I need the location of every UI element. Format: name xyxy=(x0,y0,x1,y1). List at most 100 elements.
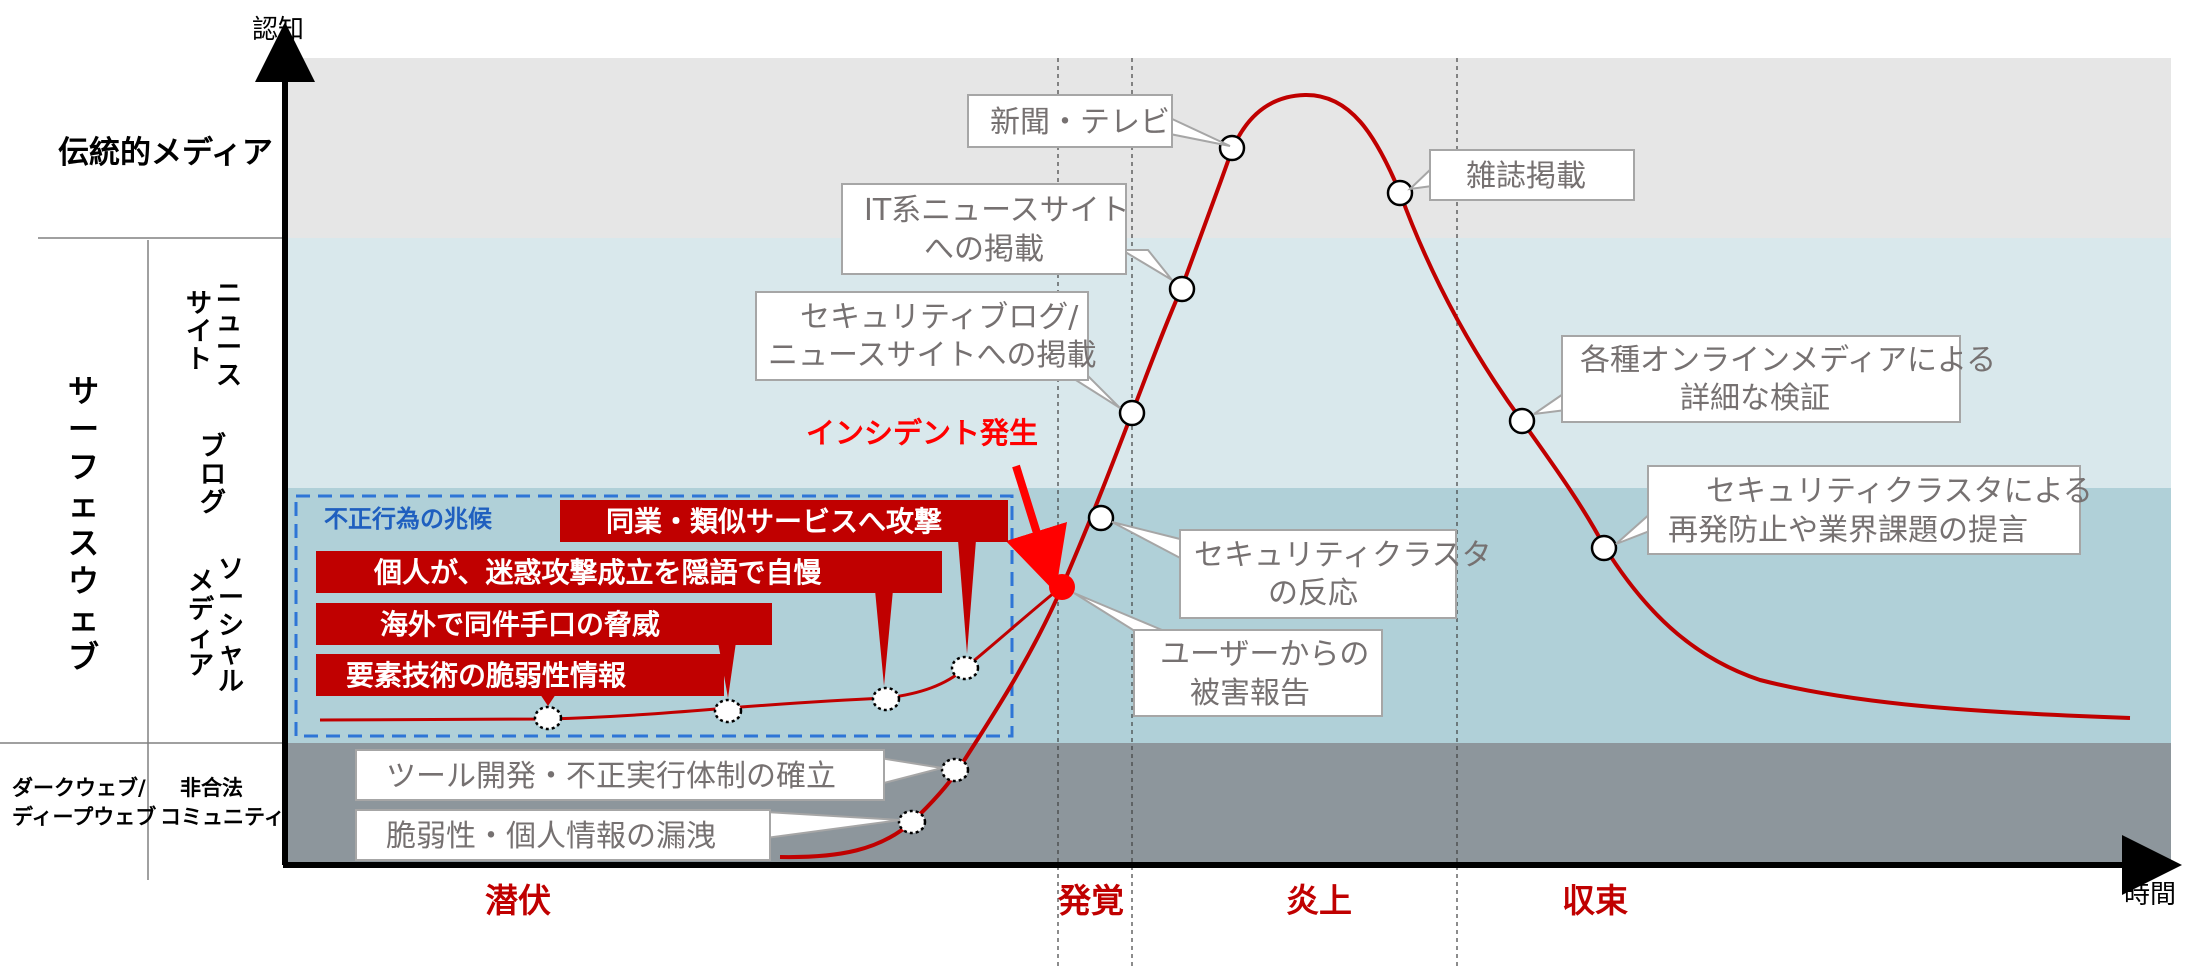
svg-text:IT系ニュースサイト: IT系ニュースサイト xyxy=(864,193,1130,228)
svg-text:メ: メ xyxy=(188,567,214,597)
svg-text:各種オンラインメディアによる: 各種オンラインメディアによる xyxy=(1580,343,1996,378)
svg-text:詳細な検証: 詳細な検証 xyxy=(1680,381,1830,416)
incident-label: インシデント発生 xyxy=(806,416,1038,450)
point-online-media xyxy=(1508,407,1536,435)
svg-text:コミュニティ: コミュニティ xyxy=(160,805,285,829)
point-tool-dev xyxy=(940,757,970,783)
latent-points xyxy=(533,655,980,835)
phase-label-convergence: 収束 xyxy=(1562,881,1628,920)
point-vuln-leak xyxy=(897,809,927,835)
callout-vuln-leak: 脆弱性・個人情報の漏洩 xyxy=(355,809,901,861)
point-attack-similar xyxy=(950,655,980,681)
point-security-proposal xyxy=(1590,534,1618,562)
svg-text:ニュースサイトへの掲載: ニュースサイトへの掲載 xyxy=(768,338,1097,373)
svg-text:サ: サ xyxy=(68,374,99,410)
svg-text:再発防止や業界課題の提言: 再発防止や業界課題の提言 xyxy=(1668,513,2028,548)
svg-text:ー: ー xyxy=(218,583,244,613)
svg-text:ャ: ャ xyxy=(218,639,244,669)
svg-text:新聞・テレビ: 新聞・テレビ xyxy=(990,105,1170,140)
point-bragging xyxy=(871,686,901,712)
svg-text:同業・類似サービスへ攻撃: 同業・類似サービスへ攻撃 xyxy=(606,505,942,538)
red-label-vuln-info: 要素技術の脆弱性情報 xyxy=(316,654,724,706)
svg-text:ブ: ブ xyxy=(200,431,226,462)
callout-user-damage: ユーザーからの 被害報告 xyxy=(1073,592,1383,717)
svg-text:雑誌掲載: 雑誌掲載 xyxy=(1466,159,1586,194)
row-label-surface-web: サ ー フ ェ ス ウ ェ ブ xyxy=(68,374,99,676)
red-label-bragging: 個人が、迷惑攻撃成立を隠語で自慢 xyxy=(316,551,942,686)
callout-security-reaction: セキュリティクラスタ の反応 xyxy=(1111,521,1492,619)
row-label-social-media: ソ ー シ ャ ル メ デ ィ ア xyxy=(188,555,244,697)
svg-text:グ: グ xyxy=(200,488,226,518)
signs-box xyxy=(294,494,1014,738)
svg-text:デ: デ xyxy=(188,594,215,625)
svg-text:ブ: ブ xyxy=(68,640,99,676)
svg-text:脆弱性・個人情報の漏洩: 脆弱性・個人情報の漏洩 xyxy=(386,819,716,854)
incident-arrow xyxy=(1005,464,1067,593)
svg-text:ダークウェブ/: ダークウェブ/ xyxy=(12,776,146,800)
svg-text:ニ: ニ xyxy=(216,279,242,309)
callout-online-media: 各種オンラインメディアによる 詳細な検証 xyxy=(1533,335,1996,423)
svg-text:イ: イ xyxy=(186,317,212,347)
row-label-news-sites: ニ ュ ー ス サ イ ト xyxy=(186,279,242,391)
svg-text:ウ: ウ xyxy=(68,564,99,600)
svg-text:ソ: ソ xyxy=(218,555,244,585)
svg-text:フ: フ xyxy=(68,450,99,486)
point-newspaper-tv xyxy=(1218,134,1246,162)
svg-text:ス: ス xyxy=(68,526,99,562)
svg-text:ル: ル xyxy=(218,667,244,697)
svg-text:ス: ス xyxy=(216,361,242,391)
svg-text:の反応: の反応 xyxy=(1268,576,1358,611)
svg-text:ディープウェブ: ディープウェブ xyxy=(12,805,156,829)
svg-text:ツール開発・不正実行体制の確立: ツール開発・不正実行体制の確立 xyxy=(386,759,836,794)
svg-text:ー: ー xyxy=(216,333,242,363)
row-label-blog: ブ ロ グ xyxy=(200,431,226,518)
svg-text:サ: サ xyxy=(186,289,212,319)
incident-point xyxy=(1049,574,1075,600)
callout-security-blog: セキュリティブログ/ ニュースサイトへの掲載 xyxy=(755,291,1121,409)
curve-points xyxy=(1087,134,1618,562)
x-axis-label: 時間 xyxy=(2124,880,2176,910)
red-label-overseas-threat: 海外で同件手口の脅威 xyxy=(316,603,772,698)
svg-text:ィ: ィ xyxy=(188,623,214,653)
red-label-attack-similar: 同業・類似サービスへ攻撃 xyxy=(560,500,1008,654)
svg-text:被害報告: 被害報告 xyxy=(1190,676,1310,711)
svg-text:ェ: ェ xyxy=(68,488,99,524)
svg-text:ト: ト xyxy=(186,345,212,375)
awareness-curve xyxy=(779,92,2131,860)
phase-label-flaming: 炎上 xyxy=(1286,881,1352,920)
svg-text:シ: シ xyxy=(218,611,244,641)
svg-text:セキュリティブログ/: セキュリティブログ/ xyxy=(800,300,1079,335)
signs-box-label: 不正行為の兆候 xyxy=(324,505,493,533)
row-label-traditional-media: 伝統的メディア xyxy=(58,135,273,171)
latent-signal-curve xyxy=(319,586,1061,722)
svg-text:ュ: ュ xyxy=(216,307,242,337)
callout-security-proposal: セキュリティクラスタによる 再発防止や業界課題の提言 xyxy=(1615,465,2093,555)
row-label-illegal-community: 非合法 コミュニティ xyxy=(160,776,285,829)
svg-text:ロ: ロ xyxy=(200,460,226,490)
phase-label-discovery: 発覚 xyxy=(1058,881,1124,920)
phase-label-latent: 潜伏 xyxy=(485,881,551,920)
svg-text:ェ: ェ xyxy=(68,602,99,638)
svg-text:個人が、迷惑攻撃成立を隠語で自慢: 個人が、迷惑攻撃成立を隠語で自慢 xyxy=(373,556,822,589)
row-label-dark-web: ダークウェブ/ ディープウェブ xyxy=(12,776,156,829)
svg-text:要素技術の脆弱性情報: 要素技術の脆弱性情報 xyxy=(346,659,627,692)
point-overseas-threat xyxy=(713,698,743,724)
svg-text:ー: ー xyxy=(68,412,99,448)
svg-text:海外で同件手口の脅威: 海外で同件手口の脅威 xyxy=(380,608,660,641)
svg-text:セキュリティクラスタ: セキュリティクラスタ xyxy=(1194,538,1492,573)
svg-text:ア: ア xyxy=(188,651,214,681)
point-it-news xyxy=(1168,275,1196,303)
callout-newspaper-tv: 新聞・テレビ xyxy=(967,94,1231,148)
y-axis-label: 認知 xyxy=(252,15,304,45)
svg-text:非合法: 非合法 xyxy=(180,776,243,800)
callout-it-news: IT系ニュースサイト への掲載 xyxy=(841,183,1173,281)
svg-text:セキュリティクラスタによる: セキュリティクラスタによる xyxy=(1706,474,2093,509)
callout-magazine: 雑誌掲載 xyxy=(1407,149,1635,201)
svg-text:への掲載: への掲載 xyxy=(924,232,1044,267)
point-magazine xyxy=(1386,179,1414,207)
point-security-blog xyxy=(1118,399,1146,427)
point-vuln-info xyxy=(533,705,563,731)
callout-tool-dev: ツール開発・不正実行体制の確立 xyxy=(355,749,943,801)
point-security-reaction xyxy=(1087,504,1115,532)
